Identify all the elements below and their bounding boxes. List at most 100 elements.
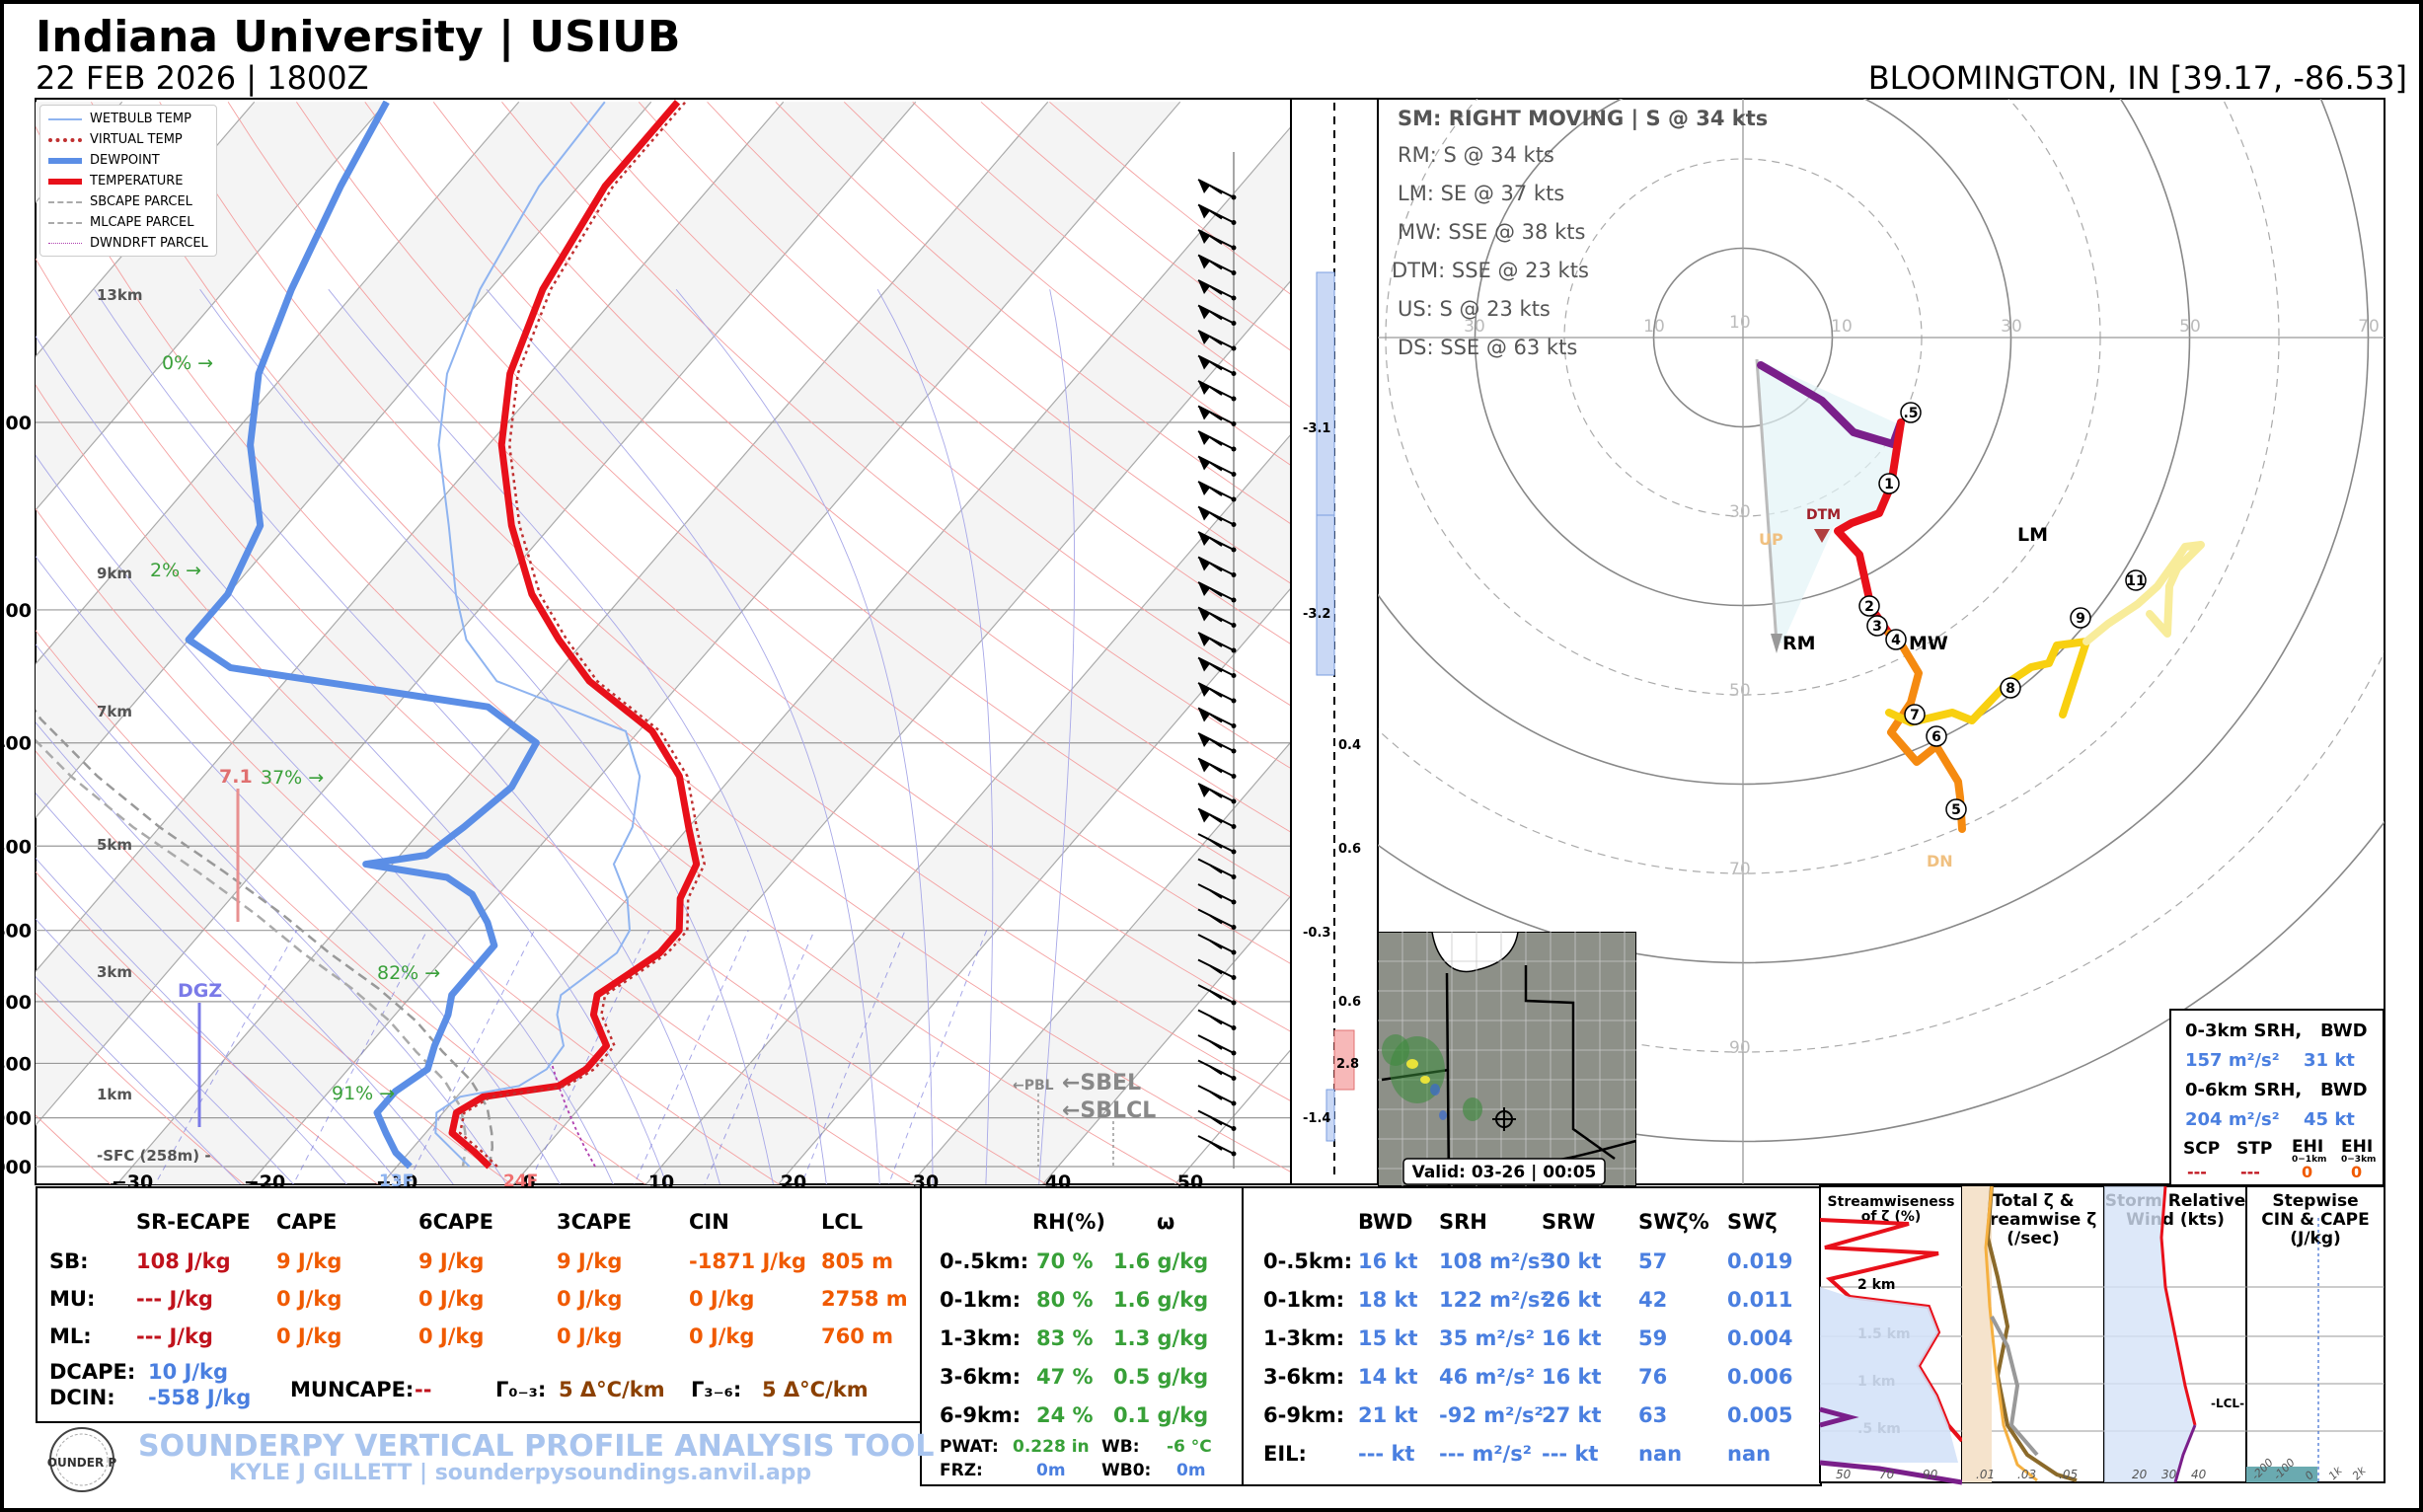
- kinematic-row-label: 6-9km:: [1263, 1403, 1345, 1427]
- thermo-value: --- J/kg: [136, 1287, 213, 1311]
- marker-circle: [1878, 473, 1900, 494]
- hodo-height-marker: 8: [2000, 677, 2021, 699]
- barb-feather: [1209, 1040, 1223, 1050]
- barb-dot: [1231, 925, 1237, 930]
- barb-dot: [1231, 1100, 1237, 1106]
- dewpoint-line: [185, 100, 540, 1170]
- kinematic-value: 35 m²/s²: [1439, 1326, 1535, 1350]
- barb-dot: [1231, 748, 1237, 754]
- omega-label: -0.3: [1303, 926, 1330, 941]
- barb-feather: [1209, 789, 1223, 798]
- legend-swatch: [48, 221, 82, 224]
- barb-dot: [1231, 1151, 1237, 1157]
- thermo-value: 805 m: [821, 1249, 894, 1273]
- thermo-row-label: SB:: [49, 1249, 89, 1273]
- kinematic-value: 108 m²/s²: [1439, 1249, 1550, 1273]
- marker-circle: [2070, 607, 2091, 629]
- barb-feather: [1209, 1091, 1223, 1100]
- wind-barb: [1197, 682, 1237, 704]
- wind-barb: [1197, 481, 1237, 502]
- wind-barb: [1197, 707, 1237, 728]
- dry-adiabat: [36, 384, 914, 1184]
- mixing-ratio-line: [634, 930, 749, 1184]
- wbo-label: WB0:: [1101, 1461, 1152, 1480]
- wind-barb: [1197, 229, 1237, 251]
- kinematic-value: 63: [1638, 1403, 1668, 1427]
- hodo-axis-label: 10: [1643, 317, 1665, 337]
- wind-barb: [1197, 1109, 1237, 1131]
- wind-barb: [1197, 1009, 1237, 1030]
- barb-flag: [1198, 406, 1210, 420]
- sblcl-label: ←SBLCL: [1062, 1098, 1156, 1123]
- storm-motion-item: LM: SE @ 37 kts: [1398, 182, 1565, 205]
- barb-feather: [1209, 713, 1223, 723]
- barb-dot: [1231, 949, 1237, 955]
- wind-barb: [1197, 656, 1237, 678]
- legend-item: DWNDRFT PARCEL: [48, 236, 208, 251]
- wind-barb: [1197, 505, 1237, 527]
- sounderpy-logo: SOUNDER PY: [47, 1427, 116, 1492]
- rh-label: 0% →: [162, 352, 213, 374]
- pressure-tick-label: 600: [4, 921, 32, 943]
- dtm-marker: [1814, 529, 1830, 543]
- pwat-label: PWAT:: [940, 1437, 999, 1457]
- dry-adiabat: [36, 507, 781, 1184]
- marker-label: 6: [1931, 729, 1941, 745]
- barb-dot: [1231, 371, 1237, 376]
- rh-value: 24 %: [1036, 1403, 1094, 1427]
- thermo-value: -1871 J/kg: [689, 1249, 806, 1273]
- kinematic-value: 46 m²/s²: [1439, 1365, 1535, 1389]
- logo-text: SOUNDER PY: [47, 1456, 116, 1470]
- legend-swatch: [48, 243, 82, 244]
- kinematic-value: 27 kt: [1542, 1403, 1602, 1427]
- moist-adiabat: [36, 556, 561, 1184]
- hodo-height-marker: 2: [1858, 595, 1880, 617]
- height-label: 1km: [97, 1086, 132, 1103]
- bwd3-value: 31 kt: [2304, 1050, 2355, 1071]
- isotherm: [36, 101, 917, 1127]
- barb-feather: [1209, 285, 1223, 295]
- moist-adiabat: [876, 288, 994, 1184]
- thermo-value: 0 J/kg: [276, 1324, 342, 1348]
- barb-dot: [1231, 824, 1237, 829]
- dgz-label: DGZ: [178, 980, 222, 1002]
- thermo-value: 9 J/kg: [557, 1249, 623, 1273]
- legend-swatch: [48, 200, 82, 203]
- kinematic-value: 21 kt: [1358, 1403, 1418, 1427]
- kinematic-row-label: EIL:: [1263, 1442, 1307, 1466]
- barb-feather: [1209, 562, 1223, 572]
- pbl-label: ←PBL: [1013, 1078, 1054, 1094]
- map-valid-time: Valid: 03-26 | 00:05: [1412, 1163, 1597, 1182]
- barb-flag: [1198, 381, 1210, 395]
- isotherm: [380, 125, 1291, 1184]
- dry-adiabat: [638, 101, 1291, 645]
- thermo-row-label: MU:: [49, 1287, 96, 1311]
- wind-barb: [1197, 203, 1237, 225]
- kinematic-value: 0.006: [1727, 1365, 1793, 1389]
- sbcape-parcel: [36, 709, 494, 1168]
- kinematic-row-label: 0-1km:: [1263, 1288, 1345, 1312]
- hodo-ring-label: 90: [1729, 1038, 1751, 1058]
- isotherm: [36, 101, 388, 511]
- marker-label: 5: [1951, 802, 1961, 818]
- dn-label: DN: [1927, 852, 1953, 870]
- moisture-row-label: 0-1km:: [940, 1288, 1022, 1312]
- thermo-value: 9 J/kg: [276, 1249, 342, 1273]
- radar-map-inset: Valid: 03-26 | 00:05: [1378, 932, 1636, 1186]
- barb-feather: [1209, 839, 1223, 849]
- barb-dot: [1231, 496, 1237, 502]
- barb-feather: [1209, 336, 1223, 345]
- mixing-ratio-value: 1.6 g/kg: [1113, 1249, 1209, 1273]
- dcape-label: DCAPE:: [49, 1360, 136, 1384]
- thermo-value: 108 J/kg: [136, 1249, 231, 1273]
- barb-dot: [1231, 874, 1237, 879]
- ehi3-sub: 0−3km: [2341, 1155, 2377, 1165]
- legend-label: MLCAPE PARCEL: [90, 215, 194, 230]
- marker-label: 1: [1884, 477, 1894, 492]
- moist-adiabat: [36, 918, 295, 1184]
- barb-flag: [1198, 431, 1210, 445]
- hodo-axis-label: 30: [1464, 317, 1485, 337]
- barb-dot: [1231, 421, 1237, 426]
- bwd6-value: 45 kt: [2304, 1109, 2355, 1130]
